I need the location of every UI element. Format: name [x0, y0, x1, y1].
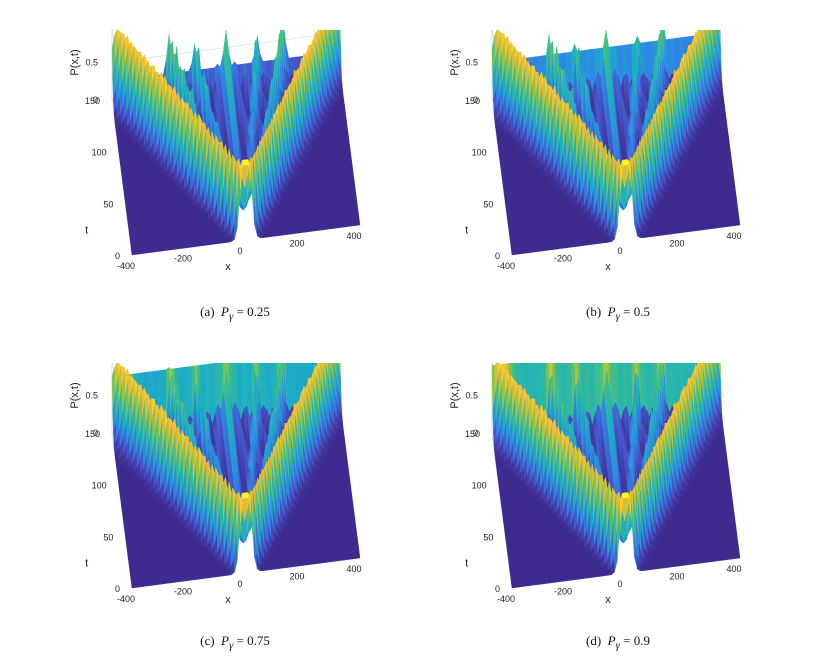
- x-tick-label: 0: [237, 246, 242, 256]
- t-tick-label: 50: [483, 199, 493, 209]
- surface-patch: [728, 153, 732, 159]
- x-tick-label: -400: [117, 261, 135, 271]
- surface: [112, 363, 360, 588]
- surface-patch: [345, 127, 349, 133]
- surface-patch: [726, 137, 730, 143]
- surface-patch: [342, 106, 346, 112]
- surface-patch: [343, 117, 347, 123]
- surface-patch: [722, 106, 726, 112]
- z-tick-label: 0.5: [465, 58, 478, 68]
- surface-patch: [346, 137, 350, 143]
- surface-patch: [721, 101, 725, 107]
- surface-patch: [343, 111, 347, 117]
- surface-patch: [724, 122, 728, 128]
- surface-patch: [355, 210, 359, 216]
- z-axis-label: P(x,t): [449, 49, 461, 75]
- t-axis-label: t: [465, 225, 468, 237]
- x-tick-label: 0: [617, 246, 622, 256]
- t-tick-label: 50: [103, 199, 113, 209]
- surface-patch: [733, 189, 737, 195]
- surface-patch: [734, 199, 738, 205]
- surface-patch: [344, 122, 348, 128]
- surface-patch: [727, 142, 731, 148]
- surface-patch: [340, 89, 344, 96]
- surface-patch: [725, 127, 729, 133]
- t-axis-label: t: [85, 225, 88, 237]
- t-tick-label: 0: [115, 251, 120, 261]
- z-tick-label: 0: [93, 95, 98, 105]
- surface-patch: [351, 173, 355, 179]
- surface-patch: [735, 204, 739, 210]
- surface-patch: [350, 168, 354, 174]
- surface-patch: [351, 179, 355, 185]
- surface-patch: [347, 148, 351, 154]
- surface-patch: [348, 153, 352, 159]
- surface-patch: [341, 96, 345, 102]
- x-axis-label: x: [605, 261, 611, 273]
- surface-patch: [736, 215, 740, 221]
- surface-patch: [731, 173, 735, 179]
- surface-patch: [353, 194, 357, 200]
- surface-patch: [723, 117, 727, 123]
- surface-patch: [341, 101, 345, 107]
- surface-patch: [355, 204, 359, 210]
- z-tick-label: 0: [473, 95, 478, 105]
- t-tick-label: 0: [495, 251, 500, 261]
- surface-patch: [725, 132, 729, 138]
- surface-patch: [720, 89, 724, 96]
- surface-patch: [356, 215, 360, 221]
- x-axis-label: x: [225, 261, 231, 273]
- x-tick-label: -400: [497, 261, 515, 271]
- surface-patch: [357, 220, 361, 226]
- surface: [112, 30, 360, 255]
- surface-patch: [349, 163, 353, 169]
- t-tick-label: 100: [92, 148, 107, 158]
- surface-patch: [723, 111, 727, 117]
- surface-patch: [352, 184, 356, 190]
- t-tick-label: 100: [472, 148, 487, 158]
- surface-patch: [727, 148, 731, 154]
- surface-patch: [729, 163, 733, 169]
- surface-patch: [735, 210, 739, 216]
- z-tick-label: 0.5: [85, 58, 98, 68]
- surface-patch: [345, 132, 349, 138]
- surface-patch: [733, 194, 737, 200]
- x-tick-label: -200: [554, 254, 572, 264]
- surface-patch: [731, 179, 735, 185]
- x-tick-label: 400: [346, 231, 361, 241]
- x-tick-label: 400: [726, 231, 741, 241]
- surface-patch: [354, 199, 358, 205]
- x-tick-label: -200: [174, 254, 192, 264]
- surface-patch: [353, 189, 357, 195]
- surface-patch: [737, 220, 741, 226]
- surface: [492, 30, 740, 255]
- surface-patch: [721, 96, 725, 102]
- x-tick-label: 200: [669, 239, 684, 249]
- surface-patch: [732, 184, 736, 190]
- surface-patch: [349, 158, 353, 164]
- x-tick-label: 200: [289, 239, 304, 249]
- surface-patch: [729, 158, 733, 164]
- surface-patch: [347, 142, 351, 148]
- surface-patch: [730, 168, 734, 174]
- z-axis-label: P(x,t): [69, 49, 81, 75]
